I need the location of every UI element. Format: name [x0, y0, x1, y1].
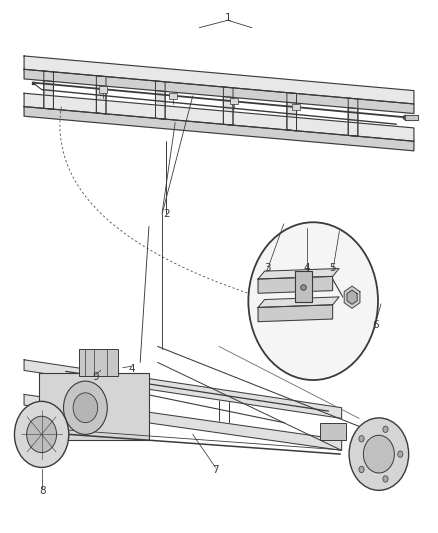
Bar: [292, 103, 300, 110]
Circle shape: [64, 381, 107, 434]
Circle shape: [383, 426, 388, 432]
Circle shape: [248, 222, 378, 380]
Text: 9: 9: [92, 373, 99, 382]
Bar: [99, 86, 107, 93]
Text: 6: 6: [372, 320, 379, 330]
Polygon shape: [24, 394, 342, 450]
Polygon shape: [44, 71, 53, 109]
Text: 7: 7: [212, 465, 219, 475]
Bar: [169, 93, 177, 99]
Text: 8: 8: [39, 487, 46, 496]
Circle shape: [349, 418, 409, 490]
Circle shape: [27, 416, 57, 453]
Polygon shape: [344, 286, 360, 308]
FancyBboxPatch shape: [39, 373, 149, 440]
Polygon shape: [258, 277, 332, 293]
Polygon shape: [24, 107, 414, 151]
Circle shape: [383, 476, 388, 482]
Polygon shape: [223, 96, 233, 125]
Polygon shape: [155, 91, 165, 119]
Polygon shape: [348, 108, 358, 136]
Circle shape: [364, 435, 394, 473]
Text: 2: 2: [163, 209, 170, 219]
Text: 5: 5: [329, 263, 336, 272]
Polygon shape: [155, 81, 165, 119]
Bar: [79, 349, 118, 376]
Polygon shape: [24, 69, 414, 114]
Circle shape: [398, 451, 403, 457]
Text: 4: 4: [128, 364, 135, 374]
Polygon shape: [24, 93, 414, 141]
Polygon shape: [44, 80, 53, 109]
Bar: [230, 98, 238, 104]
Circle shape: [359, 435, 364, 442]
Polygon shape: [348, 98, 358, 136]
Text: 1: 1: [224, 13, 231, 22]
Bar: [320, 423, 346, 440]
Polygon shape: [24, 56, 414, 104]
Polygon shape: [96, 85, 106, 114]
Circle shape: [73, 393, 98, 423]
Polygon shape: [258, 305, 332, 321]
Polygon shape: [347, 290, 357, 304]
Polygon shape: [223, 87, 233, 125]
Polygon shape: [258, 269, 339, 279]
Circle shape: [359, 466, 364, 473]
Polygon shape: [405, 115, 418, 120]
Polygon shape: [287, 102, 297, 131]
Polygon shape: [295, 271, 312, 302]
Polygon shape: [258, 297, 339, 308]
Circle shape: [14, 401, 69, 467]
Text: 3: 3: [264, 263, 271, 272]
Polygon shape: [96, 76, 106, 114]
Polygon shape: [24, 360, 342, 418]
Text: 4: 4: [303, 263, 310, 272]
Polygon shape: [287, 93, 297, 131]
